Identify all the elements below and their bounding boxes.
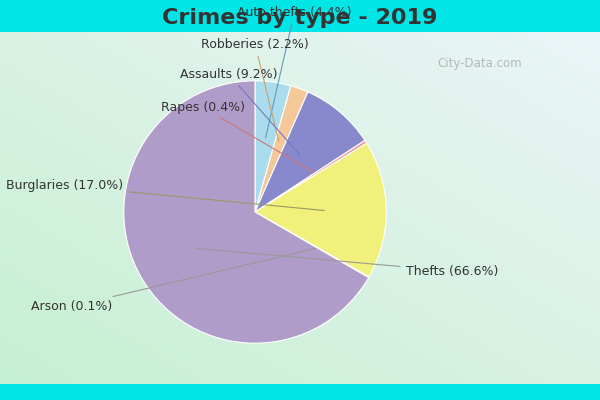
Text: City-Data.com: City-Data.com xyxy=(437,58,523,70)
Wedge shape xyxy=(124,81,368,343)
Wedge shape xyxy=(255,92,365,212)
Wedge shape xyxy=(255,140,367,212)
Text: Rapes (0.4%): Rapes (0.4%) xyxy=(161,100,314,172)
Text: Assaults (9.2%): Assaults (9.2%) xyxy=(180,68,300,155)
Wedge shape xyxy=(255,212,369,278)
Wedge shape xyxy=(255,81,291,212)
Text: Robberies (2.2%): Robberies (2.2%) xyxy=(201,38,309,142)
Text: Crimes by type - 2019: Crimes by type - 2019 xyxy=(163,8,437,28)
Text: Arson (0.1%): Arson (0.1%) xyxy=(31,248,315,313)
Text: Burglaries (17.0%): Burglaries (17.0%) xyxy=(6,179,325,210)
Wedge shape xyxy=(255,86,308,212)
Text: Auto thefts (4.4%): Auto thefts (4.4%) xyxy=(237,6,352,138)
Wedge shape xyxy=(255,143,386,277)
Text: Thefts (66.6%): Thefts (66.6%) xyxy=(195,248,498,278)
